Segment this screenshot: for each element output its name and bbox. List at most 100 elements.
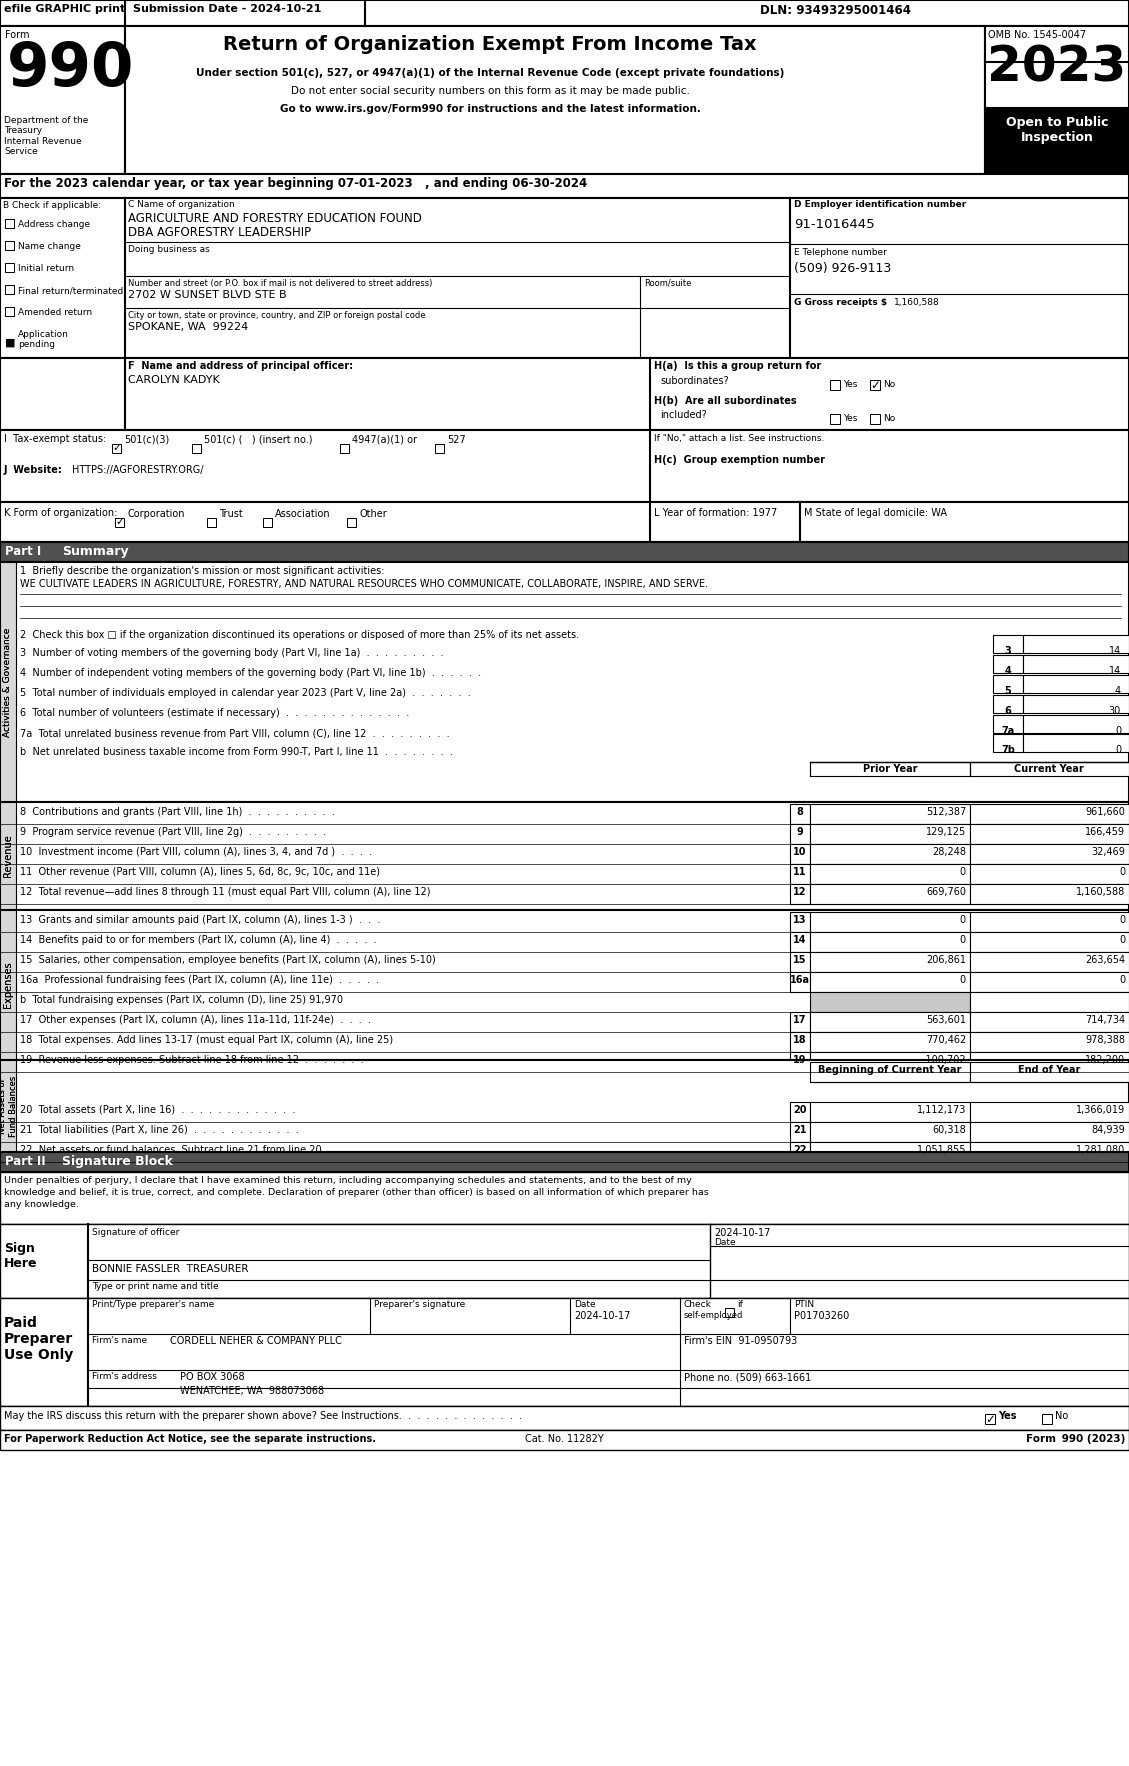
Bar <box>0 542 1129 562</box>
Bar <box>0 562 1129 802</box>
Text: CORDELL NEHER & COMPANY PLLC: CORDELL NEHER & COMPANY PLLC <box>170 1337 342 1346</box>
Bar <box>1042 1415 1052 1423</box>
Text: (509) 926-9113: (509) 926-9113 <box>794 261 891 275</box>
Bar <box>970 1012 1129 1031</box>
Text: Address change: Address change <box>18 221 90 230</box>
Text: Date: Date <box>714 1238 736 1247</box>
Text: 129,125: 129,125 <box>926 826 966 837</box>
Text: 0: 0 <box>960 934 966 945</box>
Bar <box>207 517 216 526</box>
Text: 669,760: 669,760 <box>926 887 966 897</box>
Text: Cat. No. 11282Y: Cat. No. 11282Y <box>525 1434 603 1445</box>
Text: Summary: Summary <box>62 546 129 558</box>
Text: For the 2023 calendar year, or tax year beginning 07-01-2023   , and ending 06-3: For the 2023 calendar year, or tax year … <box>5 177 587 191</box>
Text: Go to www.irs.gov/Form990 for instructions and the latest information.: Go to www.irs.gov/Form990 for instructio… <box>280 104 700 115</box>
Text: H(c)  Group exemption number: H(c) Group exemption number <box>654 456 825 464</box>
Text: 8: 8 <box>797 807 804 818</box>
Text: DLN: 93493295001464: DLN: 93493295001464 <box>760 4 911 18</box>
Bar <box>0 909 16 1060</box>
Text: Activities & Governance: Activities & Governance <box>3 627 12 736</box>
Bar <box>809 1061 970 1083</box>
Bar <box>790 885 809 904</box>
Bar <box>809 992 970 1012</box>
Text: OMB No. 1545-0047: OMB No. 1545-0047 <box>988 30 1086 41</box>
Text: Submission Date - 2024-10-21: Submission Date - 2024-10-21 <box>133 4 322 14</box>
Text: Revenue: Revenue <box>3 835 14 878</box>
Text: Expenses: Expenses <box>3 962 14 1008</box>
Text: 18: 18 <box>794 1035 807 1045</box>
Text: 501(c)(3): 501(c)(3) <box>124 434 169 445</box>
Bar <box>0 909 16 1060</box>
Bar <box>0 1060 16 1151</box>
Text: For Paperwork Reduction Act Notice, see the separate instructions.: For Paperwork Reduction Act Notice, see … <box>5 1434 376 1445</box>
Bar <box>0 562 16 802</box>
Text: any knowledge.: any knowledge. <box>5 1201 79 1210</box>
Text: ✓: ✓ <box>986 1413 995 1425</box>
Text: Amended return: Amended return <box>18 307 93 318</box>
Bar <box>809 952 970 971</box>
Text: Trust: Trust <box>219 509 243 519</box>
Bar <box>0 429 1129 502</box>
Text: May the IRS discuss this return with the preparer shown above? See Instructions.: May the IRS discuss this return with the… <box>5 1411 522 1422</box>
Text: 961,660: 961,660 <box>1085 807 1124 818</box>
Text: J  Website:: J Website: <box>5 464 63 475</box>
Text: 20  Total assets (Part X, line 16)  .  .  .  .  .  .  .  .  .  .  .  .  .: 20 Total assets (Part X, line 16) . . . … <box>20 1106 296 1114</box>
Bar <box>0 802 16 909</box>
Text: 1,112,173: 1,112,173 <box>917 1106 966 1114</box>
Text: 12  Total revenue—add lines 8 through 11 (must equal Part VIII, column (A), line: 12 Total revenue—add lines 8 through 11 … <box>20 887 430 897</box>
Text: -100,702: -100,702 <box>922 1054 966 1065</box>
Text: 15: 15 <box>794 955 807 964</box>
Text: b  Net unrelated business taxable income from Form 990-T, Part I, line 11  .  . : b Net unrelated business taxable income … <box>20 747 453 758</box>
Bar <box>0 1224 1129 1298</box>
Bar <box>870 413 879 424</box>
Text: Under penalties of perjury, I declare that I have examined this return, includin: Under penalties of perjury, I declare th… <box>5 1176 692 1185</box>
Text: Net Assets or
Fund Balances: Net Assets or Fund Balances <box>0 1075 18 1137</box>
Text: 263,654: 263,654 <box>1085 955 1124 964</box>
Text: 2024-10-17: 2024-10-17 <box>574 1310 630 1321</box>
Text: P01703260: P01703260 <box>794 1310 849 1321</box>
Text: WENATCHEE, WA  988073068: WENATCHEE, WA 988073068 <box>180 1386 324 1395</box>
Text: Check: Check <box>684 1300 712 1309</box>
Text: 0: 0 <box>1114 745 1121 756</box>
Text: 2024-10-17: 2024-10-17 <box>714 1227 770 1238</box>
Text: City or town, state or province, country, and ZIP or foreign postal code: City or town, state or province, country… <box>128 311 426 320</box>
Bar <box>994 696 1023 713</box>
Text: Do not enter social security numbers on this form as it may be made public.: Do not enter social security numbers on … <box>290 87 690 95</box>
Bar <box>0 175 1129 198</box>
Text: Yes: Yes <box>843 380 857 389</box>
Text: No: No <box>883 380 895 389</box>
Text: Part II: Part II <box>5 1155 45 1167</box>
Text: 9  Program service revenue (Part VIII, line 2g)  .  .  .  .  .  .  .  .  .: 9 Program service revenue (Part VIII, li… <box>20 826 326 837</box>
Text: 12: 12 <box>794 887 807 897</box>
Text: No: No <box>1054 1411 1068 1422</box>
Bar <box>970 911 1129 932</box>
Text: 182,200: 182,200 <box>1085 1054 1124 1065</box>
Text: 990: 990 <box>7 41 134 99</box>
Bar <box>125 26 984 175</box>
Text: Association: Association <box>275 509 331 519</box>
Bar <box>0 0 1129 26</box>
Text: subordinates?: subordinates? <box>660 376 728 387</box>
Text: Return of Organization Exempt From Income Tax: Return of Organization Exempt From Incom… <box>224 35 756 55</box>
Text: 714,734: 714,734 <box>1085 1015 1124 1024</box>
Text: HTTPS://AGFORESTRY.ORG/: HTTPS://AGFORESTRY.ORG/ <box>72 464 203 475</box>
Bar <box>790 1012 809 1031</box>
Text: 4: 4 <box>1005 666 1012 676</box>
Bar <box>809 1012 970 1031</box>
Text: 1,160,588: 1,160,588 <box>1076 887 1124 897</box>
Text: Date: Date <box>574 1300 596 1309</box>
Bar <box>970 932 1129 952</box>
Bar <box>830 413 840 424</box>
Text: Paid
Preparer
Use Only: Paid Preparer Use Only <box>5 1316 73 1362</box>
Bar <box>192 443 201 454</box>
Text: Print/Type preparer's name: Print/Type preparer's name <box>91 1300 215 1309</box>
Bar <box>994 675 1023 692</box>
Text: Firm's EIN  91-0950793: Firm's EIN 91-0950793 <box>684 1337 797 1346</box>
Text: Final return/terminated: Final return/terminated <box>18 286 123 295</box>
Bar <box>994 655 1023 673</box>
Bar <box>970 992 1129 1012</box>
Text: C Name of organization: C Name of organization <box>128 200 235 208</box>
Bar <box>435 443 444 454</box>
Text: Yes: Yes <box>843 413 857 424</box>
Text: 22  Net assets or fund balances. Subtract line 21 from line 20  .  .  .  .  .: 22 Net assets or fund balances. Subtract… <box>20 1144 368 1155</box>
